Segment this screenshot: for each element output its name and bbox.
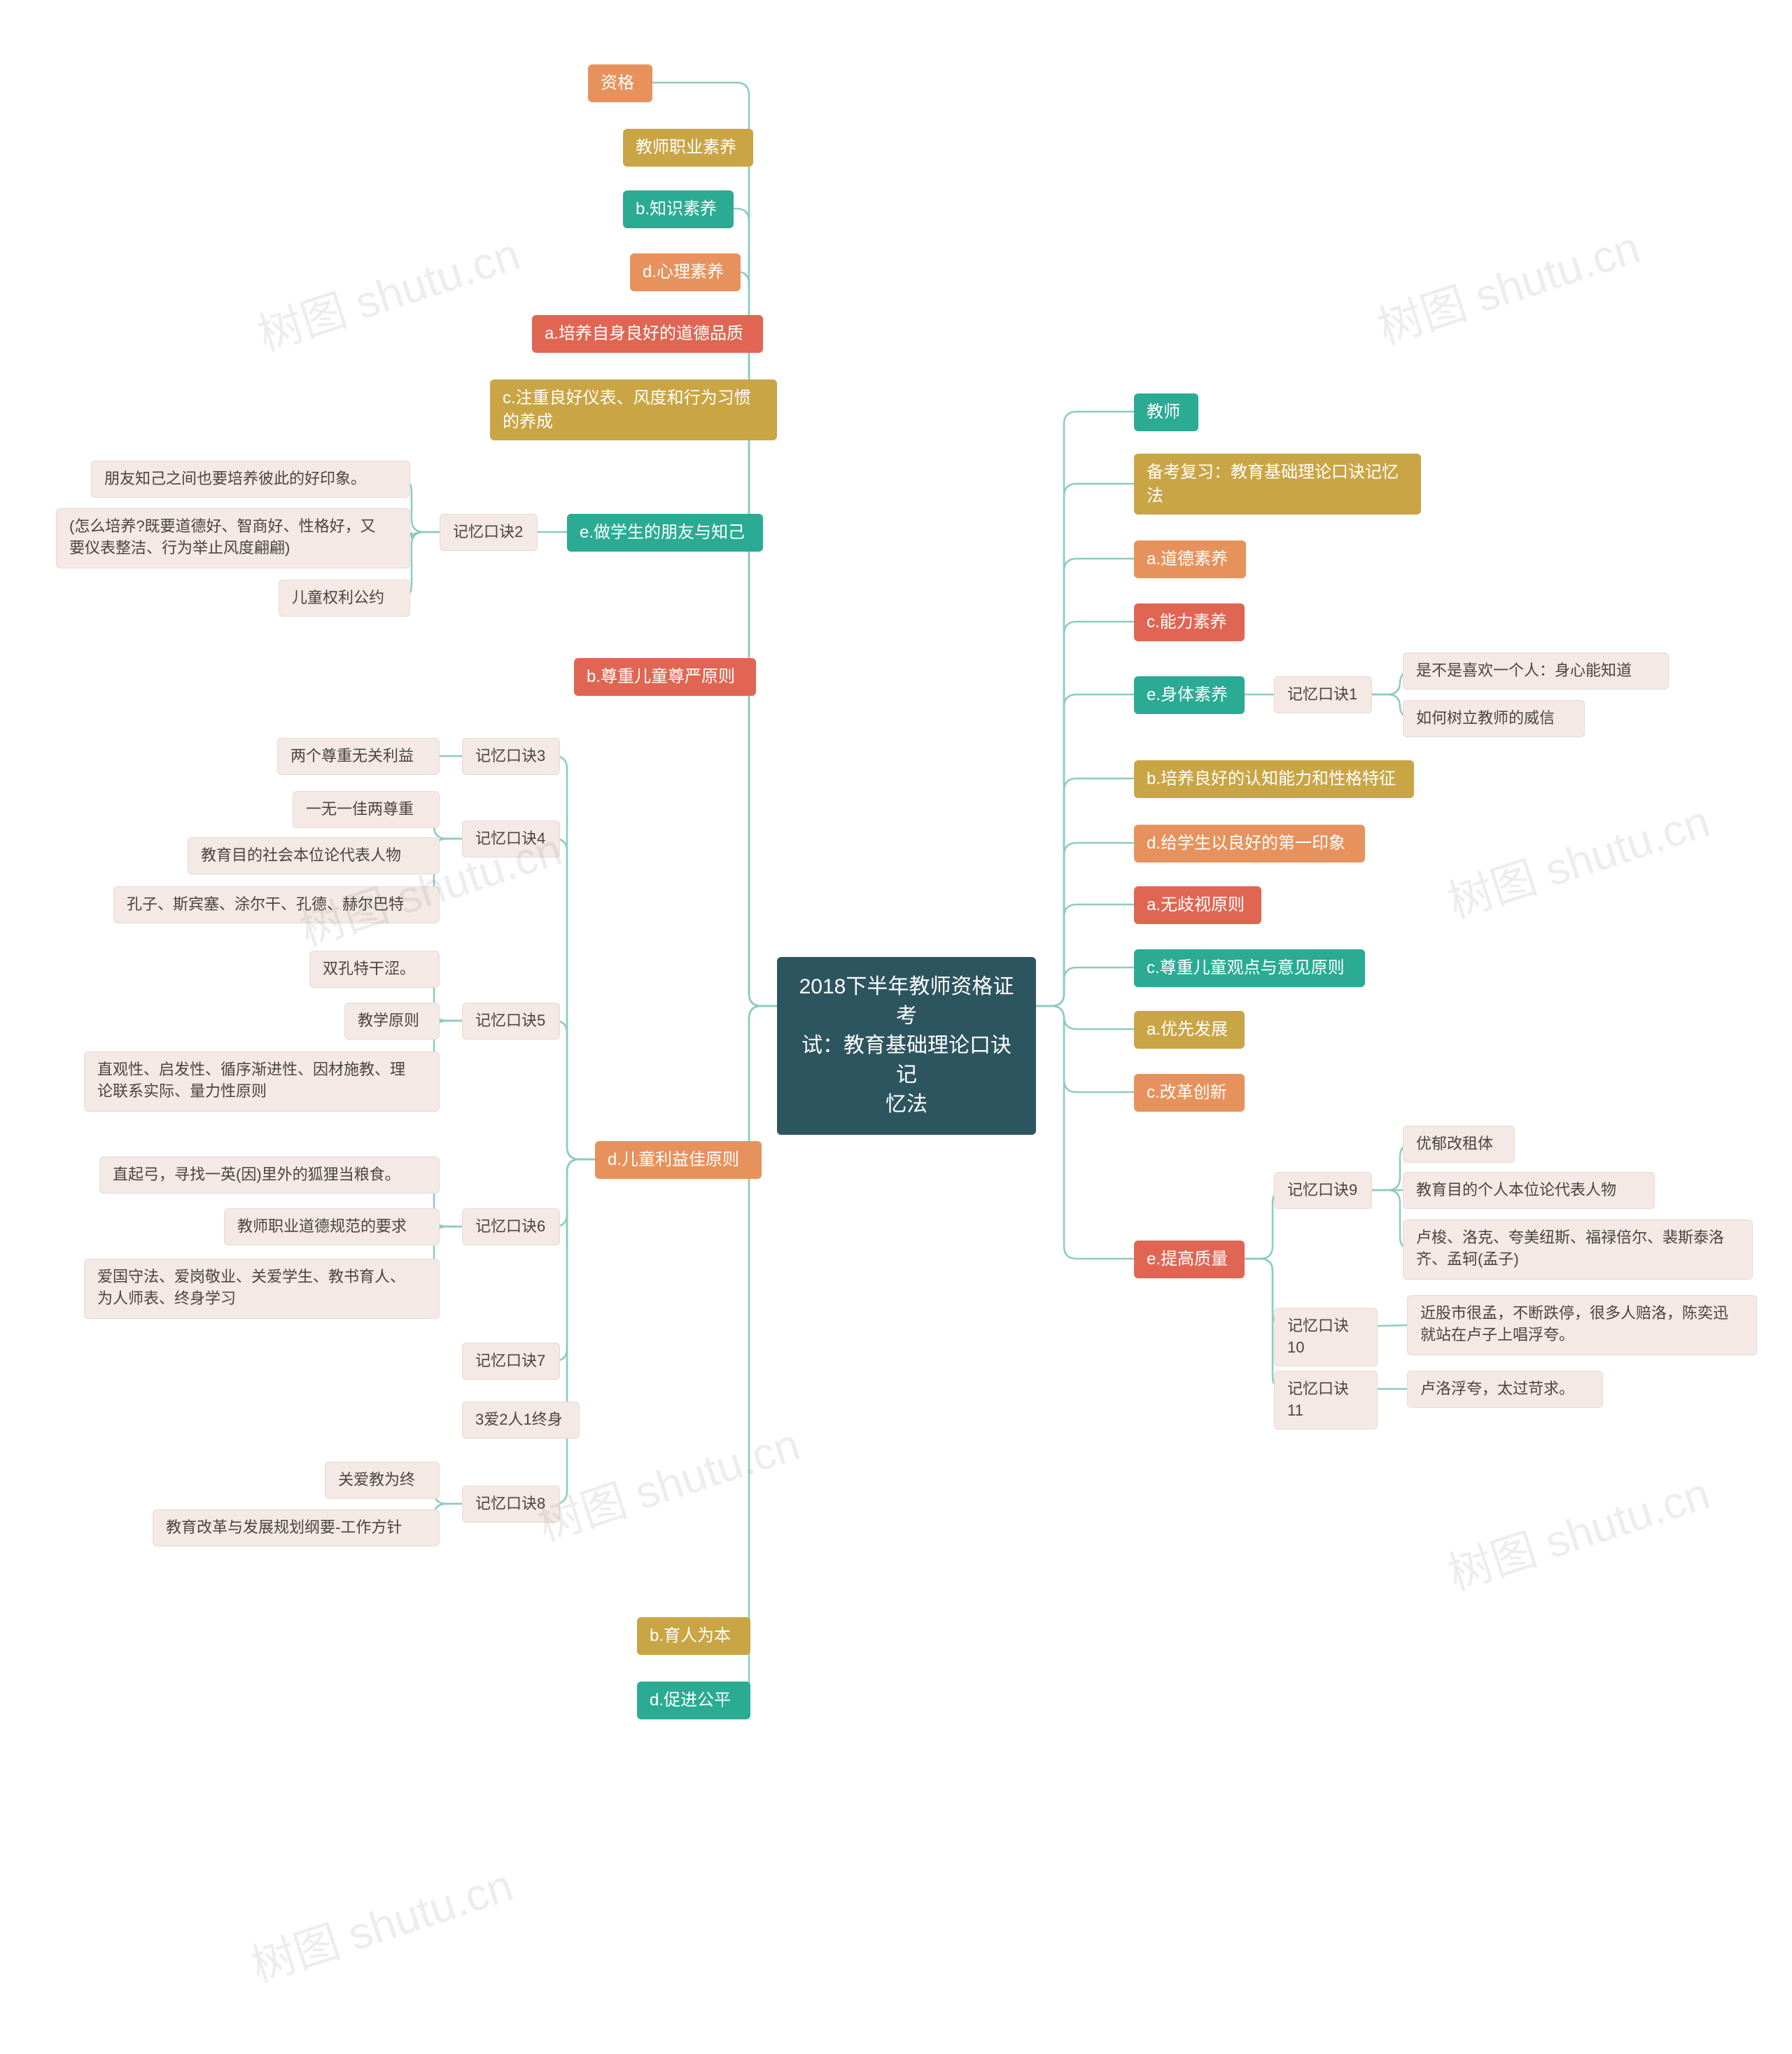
mindmap-node: e.提高质量: [1134, 1241, 1245, 1278]
mindmap-node: d.给学生以良好的第一印象: [1134, 825, 1365, 862]
mindmap-node: 资格: [588, 64, 652, 102]
mindmap-node: c.能力素养: [1134, 603, 1245, 641]
mindmap-node: 记忆口诀9: [1274, 1172, 1372, 1209]
mindmap-node: 近股市很孟，不断跌停，很多人赔洛，陈奕迅 就站在卢子上唱浮夸。: [1407, 1295, 1757, 1355]
mindmap-node: c.尊重儿童观点与意见原则: [1134, 949, 1365, 987]
mindmap-node: 朋友知己之间也要培养彼此的好印象。: [91, 461, 410, 498]
mindmap-node: 3爱2人1终身: [462, 1402, 580, 1439]
mindmap-node: d.促进公平: [637, 1682, 750, 1719]
mindmap-node: e.身体素养: [1134, 676, 1245, 714]
mindmap-node: 爱国守法、爱岗敬业、关爱学生、教书育人、 为人师表、终身学习: [84, 1259, 440, 1319]
mindmap-node: a.道德素养: [1134, 540, 1246, 578]
mindmap-node: 双孔特干涩。: [309, 951, 440, 988]
mindmap-node: 直观性、启发性、循序渐进性、因材施教、理 论联系实际、量力性原则: [84, 1052, 440, 1112]
mindmap-node: 记忆口诀2: [440, 514, 538, 551]
watermark-text: 树图 shutu.cn: [1438, 785, 1716, 930]
mindmap-node: 教师职业道德规范的要求: [224, 1208, 440, 1245]
mindmap-node: 记忆口诀10: [1274, 1308, 1378, 1367]
mindmap-node: 教育改革与发展规划纲要-工作方针: [153, 1509, 440, 1546]
mindmap-node: 两个尊重无关利益: [277, 738, 440, 775]
mindmap-node: 直起弓，寻找一英(因)里外的狐狸当粮食。: [99, 1157, 440, 1194]
watermark-text: 树图 shutu.cn: [248, 218, 526, 363]
mindmap-node: 孔子、斯宾塞、涂尔干、孔德、赫尔巴特: [113, 886, 440, 923]
mindmap-node: (怎么培养?既要道德好、智商好、性格好，又 要仪表整洁、行为举止风度翩翩): [56, 508, 410, 568]
mindmap-node: 记忆口诀8: [462, 1486, 560, 1523]
mindmap-node: 2018下半年教师资格证考 试：教育基础理论口诀记 忆法: [777, 957, 1036, 1135]
mindmap-node: c.改革创新: [1134, 1074, 1245, 1112]
mindmap-node: 备考复习：教育基础理论口诀记忆 法: [1134, 454, 1421, 515]
mindmap-node: 教育目的社会本位论代表人物: [188, 837, 440, 874]
mindmap-node: 记忆口诀4: [462, 820, 560, 858]
watermark-text: 树图 shutu.cn: [241, 1850, 519, 1994]
mindmap-node: 卢洛浮夸，太过苛求。: [1407, 1371, 1603, 1408]
mindmap-node: 记忆口诀11: [1274, 1371, 1378, 1430]
mindmap-node: 如何树立教师的威信: [1403, 700, 1585, 737]
mindmap-node: 记忆口诀5: [462, 1002, 560, 1040]
watermark-text: 树图 shutu.cn: [1438, 1458, 1716, 1602]
watermark-text: 树图 shutu.cn: [1368, 211, 1646, 356]
mindmap-node: 教育目的个人本位论代表人物: [1403, 1172, 1655, 1209]
mindmap-node: a.优先发展: [1134, 1011, 1245, 1049]
mindmap-node: d.儿童利益佳原则: [595, 1141, 762, 1179]
mindmap-node: 记忆口诀1: [1274, 676, 1372, 713]
mindmap-canvas: 2018下半年教师资格证考 试：教育基础理论口诀记 忆法 教师备考复习：教育基础理…: [0, 0, 1792, 2054]
mindmap-node: 记忆口诀6: [462, 1208, 560, 1245]
mindmap-node: b.知识素养: [623, 190, 734, 228]
mindmap-node: 记忆口诀3: [462, 738, 560, 775]
mindmap-node: 优郁改租体: [1403, 1126, 1515, 1163]
mindmap-node: a.培养自身良好的道德品质: [532, 315, 763, 353]
mindmap-node: 卢梭、洛克、夸美纽斯、福禄倍尔、裴斯泰洛 齐、孟轲(孟子): [1403, 1220, 1753, 1280]
mindmap-node: 教学原则: [344, 1002, 440, 1040]
mindmap-node: 教师: [1134, 393, 1198, 431]
mindmap-node: 儿童权利公约: [279, 580, 410, 617]
mindmap-node: 记忆口诀7: [462, 1343, 560, 1380]
mindmap-node: e.做学生的朋友与知己: [567, 514, 763, 552]
mindmap-node: c.注重良好仪表、风度和行为习惯 的养成: [490, 379, 777, 440]
mindmap-node: d.心理素养: [630, 253, 741, 291]
mindmap-node: b.培养良好的认知能力和性格特征: [1134, 760, 1414, 798]
mindmap-node: b.育人为本: [637, 1617, 750, 1655]
mindmap-node: 是不是喜欢一个人：身心能知道: [1403, 652, 1669, 690]
mindmap-node: a.无歧视原则: [1134, 886, 1261, 924]
mindmap-node: 教师职业素养: [623, 129, 753, 167]
mindmap-node: 一无一佳两尊重: [293, 791, 440, 828]
mindmap-node: 关爱教为终: [325, 1462, 440, 1499]
mindmap-node: b.尊重儿童尊严原则: [574, 658, 756, 696]
